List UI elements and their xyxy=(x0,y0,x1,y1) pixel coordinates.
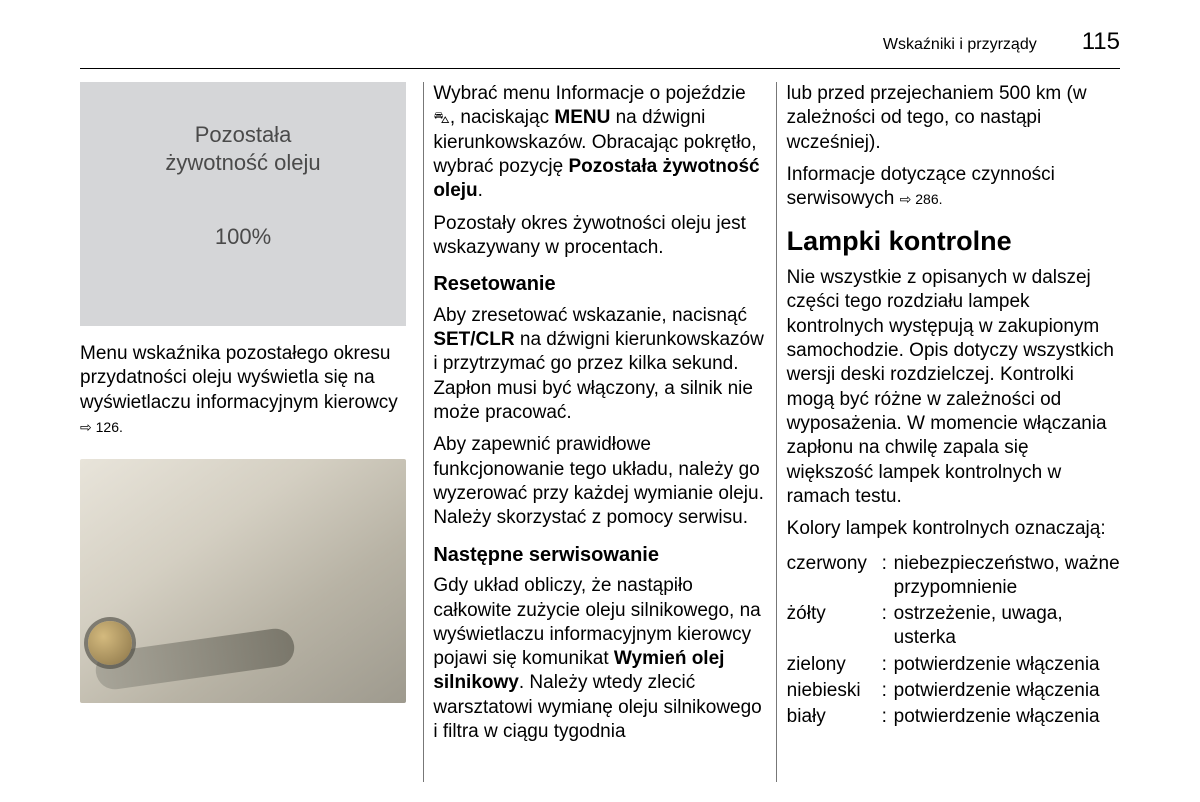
color-row: czerwony : niebezpieczeństwo, ważne przy… xyxy=(787,552,1120,601)
setclr-button-label: SET/CLR xyxy=(433,329,514,350)
or-500km-paragraph: lub przed przejechaniem 500 km (w zależn… xyxy=(787,82,1120,155)
color-meaning: ostrzeżenie, uwaga, usterka xyxy=(894,602,1120,651)
ref-link-286: ⇨ 286. xyxy=(900,191,943,207)
text: Menu wskaźnika pozostałego okresu przyda… xyxy=(80,343,398,413)
color-row: żółty : ostrzeżenie, uwaga, usterka xyxy=(787,602,1120,651)
column-divider-1 xyxy=(423,82,424,782)
reset-instructions: Aby zresetować wskazanie, nacisnąć SET/C… xyxy=(433,304,766,426)
color-label: niebieski xyxy=(787,679,882,703)
header-rule xyxy=(80,68,1120,69)
text: Aby zresetować wskazanie, nacisnąć xyxy=(433,305,747,326)
page-header: Wskaźniki i przyrządy 115 xyxy=(883,28,1120,56)
percent-paragraph: Pozostały okres żywotności oleju jest ws… xyxy=(433,212,766,261)
column-2: Wybrać menu Informacje o pojeździe ⛍, na… xyxy=(433,82,766,782)
text: . xyxy=(478,180,483,201)
select-menu-paragraph: Wybrać menu Informacje o pojeździe ⛍, na… xyxy=(433,82,766,204)
display-line2: żywotność oleju xyxy=(165,149,320,177)
color-row: zielony : potwierdzenie włączenia xyxy=(787,653,1120,677)
color-meaning: potwierdzenie włączenia xyxy=(894,679,1120,703)
next-service-heading: Następne serwisowanie xyxy=(433,543,766,569)
oil-life-display: Pozostała żywotność oleju 100% xyxy=(80,82,406,326)
ref-link-126: ⇨ 126. xyxy=(80,419,123,435)
color-label: czerwony xyxy=(787,552,882,601)
text: Wybrać menu Informacje o pojeździe xyxy=(433,83,745,104)
menu-button-label: MENU xyxy=(554,107,610,128)
next-service-paragraph: Gdy układ obliczy, że nastąpiło całkowit… xyxy=(433,574,766,744)
color-label: żółty xyxy=(787,602,882,651)
oil-menu-description: Menu wskaźnika pozostałego okresu przyda… xyxy=(80,342,413,439)
header-title: Wskaźniki i przyrządy xyxy=(883,36,1037,54)
separator: : xyxy=(882,602,894,651)
column-1: Pozostała żywotność oleju 100% Menu wska… xyxy=(80,82,413,782)
colors-mean-paragraph: Kolory lampek kontrolnych oznaczają: xyxy=(787,517,1120,541)
column-3: lub przed przejechaniem 500 km (w zależn… xyxy=(787,82,1120,782)
color-row: niebieski : potwierdzenie włączenia xyxy=(787,679,1120,703)
text: , naciskając xyxy=(450,107,555,128)
color-label: zielony xyxy=(787,653,882,677)
page-number: 115 xyxy=(1082,28,1120,56)
color-meaning: potwierdzenie włączenia xyxy=(894,705,1120,729)
service-info-paragraph: Informacje dotyczące czynności serwisowy… xyxy=(787,163,1120,212)
stalk-photo xyxy=(80,459,406,703)
color-table: czerwony : niebezpieczeństwo, ważne przy… xyxy=(787,552,1120,730)
separator: : xyxy=(882,679,894,703)
color-meaning: niebezpieczeństwo, ważne przypomnienie xyxy=(894,552,1120,601)
color-meaning: potwierdzenie włączenia xyxy=(894,653,1120,677)
display-percent: 100% xyxy=(215,223,271,251)
separator: : xyxy=(882,653,894,677)
separator: : xyxy=(882,705,894,729)
color-label: biały xyxy=(787,705,882,729)
color-row: biały : potwierdzenie włączenia xyxy=(787,705,1120,729)
page-content: Pozostała żywotność oleju 100% Menu wska… xyxy=(80,82,1120,782)
display-line1: Pozostała xyxy=(195,121,292,149)
column-divider-2 xyxy=(776,82,777,782)
reset-reminder: Aby zapewnić prawidłowe funkcjonowanie t… xyxy=(433,433,766,530)
reset-heading: Resetowanie xyxy=(433,272,766,298)
separator: : xyxy=(882,552,894,601)
car-icon: ⛍ xyxy=(433,109,450,129)
control-lamps-paragraph: Nie wszystkie z opisanych w dalszej częś… xyxy=(787,266,1120,509)
control-lamps-heading: Lampki kontrolne xyxy=(787,224,1120,259)
